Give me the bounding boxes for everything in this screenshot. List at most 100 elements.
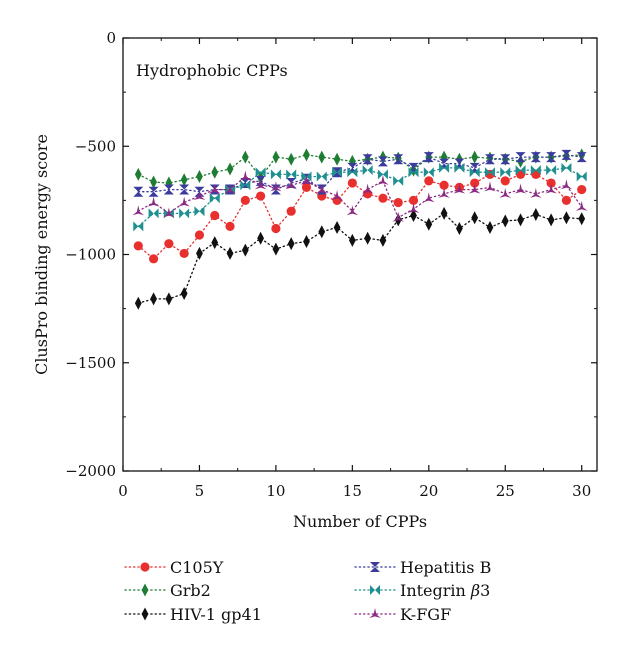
data-point-hiv-1-gp41 bbox=[226, 246, 234, 260]
data-point-c105y bbox=[164, 239, 174, 249]
legend-label-integrin-b3: Integrin β3 bbox=[400, 581, 490, 600]
data-point-k-fgf bbox=[575, 200, 588, 211]
legend-label-hiv-1-gp41: HIV-1 gp41 bbox=[170, 605, 262, 624]
data-point-integrin-3 bbox=[515, 165, 526, 176]
data-point-integrin-3 bbox=[393, 175, 404, 186]
data-point-integrin-3 bbox=[347, 167, 358, 178]
data-point-grb2 bbox=[287, 152, 295, 166]
data-point-hepatitis-b bbox=[393, 154, 404, 165]
data-point-k-fgf bbox=[208, 183, 221, 194]
data-point-c105y bbox=[225, 221, 235, 231]
data-point-hiv-1-gp41 bbox=[517, 213, 524, 227]
data-point-hiv-1-gp41 bbox=[471, 211, 479, 225]
data-point-k-fgf bbox=[392, 211, 405, 222]
data-point-c105y bbox=[194, 230, 205, 240]
data-point-hiv-1-gp41 bbox=[547, 213, 555, 227]
data-point-integrin-3 bbox=[240, 180, 251, 191]
data-point-k-fgf bbox=[147, 196, 160, 207]
data-point-grb2 bbox=[134, 167, 142, 181]
data-point-k-fgf bbox=[560, 179, 573, 190]
data-point-c105y bbox=[133, 241, 143, 251]
x-tick-label: 0 bbox=[118, 482, 128, 500]
data-point-k-fgf bbox=[132, 205, 145, 216]
data-point-c105y bbox=[286, 206, 296, 216]
data-point-grb2 bbox=[196, 170, 203, 184]
data-point-k-fgf bbox=[178, 196, 190, 207]
data-point-integrin-3 bbox=[255, 167, 266, 178]
data-point-k-fgf bbox=[300, 174, 313, 185]
data-point-hepatitis-b bbox=[163, 184, 174, 195]
data-point-hiv-1-gp41 bbox=[410, 209, 417, 223]
legend-swatch-marker bbox=[369, 608, 381, 618]
data-point-integrin-3 bbox=[286, 169, 297, 180]
data-point-integrin-3 bbox=[362, 165, 373, 176]
data-point-c105y bbox=[256, 191, 266, 201]
data-point-k-fgf bbox=[499, 187, 512, 198]
data-point-k-fgf bbox=[468, 183, 481, 194]
plot-frame bbox=[122, 37, 598, 472]
data-point-hepatitis-b bbox=[423, 152, 434, 163]
data-point-hiv-1-gp41 bbox=[563, 211, 570, 225]
legend-item-hiv-1-gp41: HIV-1 gp41 bbox=[124, 605, 262, 624]
chart-annotation: Hydrophobic CPPs bbox=[136, 61, 288, 80]
data-point-c105y bbox=[347, 178, 357, 188]
legend-swatch-marker bbox=[370, 562, 380, 572]
x-tick-label: 5 bbox=[195, 482, 205, 500]
data-point-hepatitis-b bbox=[484, 154, 495, 165]
data-point-c105y bbox=[271, 223, 281, 234]
data-point-grb2 bbox=[226, 162, 234, 176]
legend-label-integrin-suffix: 3 bbox=[480, 581, 490, 600]
data-point-integrin-3 bbox=[133, 221, 144, 232]
data-point-integrin-3 bbox=[179, 208, 190, 219]
data-point-grb2 bbox=[180, 173, 188, 187]
series-line-hiv-1-gp41 bbox=[137, 212, 583, 304]
data-point-hiv-1-gp41 bbox=[196, 246, 203, 260]
y-axis-label: ClusPro binding energy score bbox=[32, 134, 51, 375]
data-point-grb2 bbox=[241, 150, 249, 164]
x-tick-label: 25 bbox=[496, 482, 515, 500]
x-tick-label: 10 bbox=[266, 482, 285, 500]
legend-label-grb2: Grb2 bbox=[170, 581, 211, 600]
data-point-grb2 bbox=[211, 165, 219, 179]
series-line-grb2 bbox=[137, 154, 583, 184]
data-point-integrin-3 bbox=[576, 171, 587, 182]
data-point-c105y bbox=[561, 195, 572, 205]
x-tick-label: 15 bbox=[343, 482, 362, 500]
series-hiv-1-gp41 bbox=[134, 206, 586, 310]
data-point-hiv-1-gp41 bbox=[134, 296, 142, 310]
data-point-integrin-3 bbox=[148, 208, 159, 219]
x-tick-label: 20 bbox=[419, 482, 438, 500]
data-point-c105y bbox=[393, 197, 403, 208]
data-point-integrin-3 bbox=[377, 169, 388, 180]
axis-ticks: 0 5 10 15 20 25 30 −2000 −1500 −1000 −500 0 bbox=[65, 29, 597, 500]
data-point-hiv-1-gp41 bbox=[440, 206, 448, 220]
data-point-c105y bbox=[301, 182, 312, 192]
data-point-c105y bbox=[424, 176, 434, 186]
legend-swatch-marker bbox=[141, 583, 149, 597]
data-point-hiv-1-gp41 bbox=[501, 214, 509, 228]
data-point-integrin-3 bbox=[561, 162, 572, 173]
data-point-integrin-3 bbox=[194, 206, 205, 217]
data-point-k-fgf bbox=[453, 183, 466, 194]
data-point-hepatitis-b bbox=[500, 154, 511, 165]
data-point-hiv-1-gp41 bbox=[578, 212, 586, 226]
data-point-k-fgf bbox=[530, 187, 542, 198]
data-point-grb2 bbox=[150, 175, 157, 189]
data-point-integrin-3 bbox=[546, 165, 557, 176]
data-point-k-fgf bbox=[193, 190, 206, 201]
legend-swatch-marker bbox=[370, 585, 380, 595]
legend-item-hepatitis-b: Hepatitis B bbox=[354, 558, 491, 577]
legend-item-c105y: C105Y bbox=[124, 558, 224, 577]
data-point-k-fgf bbox=[224, 183, 236, 194]
data-point-grb2 bbox=[425, 150, 433, 164]
data-point-hepatitis-b bbox=[179, 184, 190, 195]
data-point-hepatitis-b bbox=[148, 186, 159, 197]
data-point-hiv-1-gp41 bbox=[364, 231, 372, 245]
data-point-c105y bbox=[378, 193, 388, 203]
data-point-k-fgf bbox=[423, 192, 435, 203]
data-point-integrin-3 bbox=[332, 167, 343, 178]
data-point-hiv-1-gp41 bbox=[165, 292, 173, 306]
series-hepatitis-b bbox=[133, 149, 587, 197]
data-point-hiv-1-gp41 bbox=[455, 222, 463, 236]
